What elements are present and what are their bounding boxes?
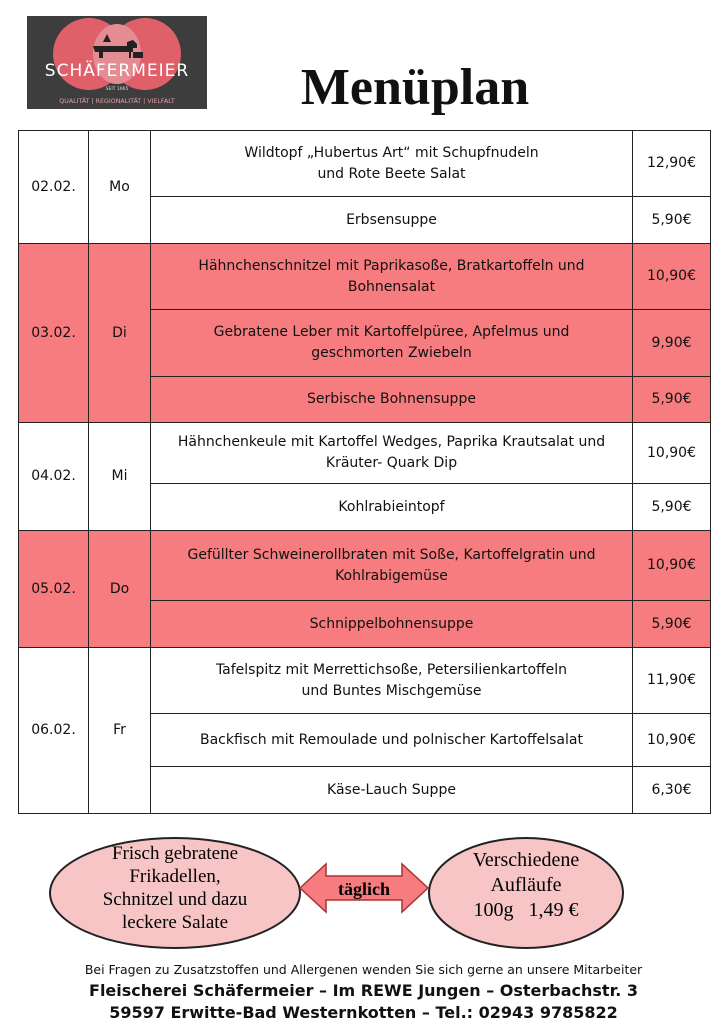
- logo-since: SEIT 1965: [106, 86, 129, 92]
- dish: Erbsensuppe: [150, 196, 633, 244]
- left-bubble-line: Frikadellen,: [129, 866, 220, 887]
- right-bubble-line: Verschiedene: [473, 849, 580, 871]
- dish: Schnippelbohnensuppe: [150, 600, 633, 648]
- menu-row: Backfisch mit Remoulade und polnischer K…: [19, 713, 711, 767]
- price: 10,90€: [632, 713, 711, 767]
- date: 02.02.: [18, 130, 89, 244]
- price: 9,90€: [632, 309, 711, 377]
- logo-animals: [93, 34, 143, 58]
- menu-table: 02.02. Mo Wildtopf „Hubertus Art“ mit Schu…: [18, 130, 711, 814]
- date: 04.02.: [18, 422, 89, 531]
- title: Menüplan: [300, 59, 530, 116]
- dish: Gebratene Leber mit Kartoffelpüree, Apfe…: [150, 309, 633, 377]
- menu-row: 06.02. Fr Tafelspitz mit Merrettichsoße, P…: [18, 647, 711, 814]
- menu-row: 03.02. Di Hähnchenschnitzel mit Paprikasoß…: [18, 243, 711, 423]
- footer-line: Bei Fragen zu Zusatzstoffen und Allergen…: [84, 962, 643, 977]
- footer-line: Fleischerei Schäfermeier – Im REWE Junge…: [89, 981, 638, 1000]
- price: 5,90€: [632, 196, 711, 244]
- weekday: Mo: [88, 130, 151, 244]
- dish: Kohlrabieintopf: [150, 483, 633, 531]
- dish-line: Käse-Lauch Suppe: [327, 781, 456, 798]
- price: 10,90€: [632, 530, 711, 601]
- dish-line: Hähnchenschnitzel mit Paprikasoße, Bratk…: [198, 257, 585, 274]
- weekday: Mi: [88, 422, 151, 531]
- logo-name: SCHÄFERMEIER: [45, 60, 189, 81]
- menu-body: 02.02. Mo Wildtopf „Hubertus Art“ mit Schu…: [18, 130, 711, 814]
- dish-line: Kräuter- Quark Dip: [325, 455, 458, 471]
- dish-line: Tafelspitz mit Merrettichsoße, Petersili…: [215, 661, 568, 678]
- dish: Wildtopf „Hubertus Art“ mit Schupfnudeln…: [150, 130, 633, 197]
- dish-line: und Buntes Mischgemüse: [301, 682, 482, 699]
- dish-line: Serbische Bohnensuppe: [307, 391, 476, 407]
- left-bubble-line: Schnitzel und dazu: [103, 889, 248, 910]
- dish: Tafelspitz mit Merrettichsoße, Petersili…: [150, 647, 633, 714]
- dish-line: Hähnchenkeule mit Kartoffel Wedges, Papr…: [177, 434, 606, 450]
- dish-line: geschmorten Zwiebeln: [311, 345, 472, 361]
- menu-row: 04.02. Mi Hähnchenkeule mit Kartoffel Wedg…: [18, 422, 711, 531]
- weekday: Di: [88, 243, 151, 423]
- dish-line: Gefüllter Schweinerollbraten mit Soße, K…: [187, 546, 596, 563]
- right-bubble-line: Aufläufe: [490, 874, 561, 896]
- price: 5,90€: [632, 483, 711, 531]
- arrow: [298, 862, 430, 914]
- logo-tagline: QUALITÄT | REGIONALITÄT | VIELFALT: [59, 96, 175, 105]
- weekday: Do: [88, 530, 151, 648]
- menu-row: Käse-Lauch Suppe 6,30€: [19, 766, 711, 814]
- menu-row: 02.02. Mo Wildtopf „Hubertus Art“ mit Schu…: [18, 130, 711, 244]
- logo: SCHÄFERMEIER SEIT 1965 QUALITÄT | REGION…: [27, 16, 207, 109]
- dish-line: Wildtopf „Hubertus Art“ mit Schupfnudeln: [244, 144, 539, 161]
- dish-line: und Rote Beete Salat: [317, 165, 466, 182]
- footer: Bei Fragen zu Zusatzstoffen und Allergen…: [0, 960, 727, 1024]
- dish-line: Bohnensalat: [347, 278, 436, 295]
- weekday: Fr: [88, 647, 151, 814]
- left-bubble: [49, 837, 301, 949]
- price: 10,90€: [632, 243, 711, 310]
- dish: Hähnchenkeule mit Kartoffel Wedges, Papr…: [150, 422, 633, 484]
- price: 5,90€: [632, 376, 711, 423]
- dish-line: Backfisch mit Remoulade und polnischer K…: [200, 731, 583, 748]
- dish-line: Kohlrabigemüse: [335, 567, 448, 584]
- right-bubble-line: 100g 1,49 €: [474, 899, 579, 921]
- left-bubble-line: Frisch gebratene: [112, 843, 238, 864]
- arrow-label: täglich: [338, 879, 390, 899]
- price: 12,90€: [632, 130, 711, 197]
- left-bubble-line: leckere Salate: [122, 912, 228, 933]
- dish-line: Schnippelbohnensuppe: [309, 615, 474, 632]
- dish: Backfisch mit Remoulade und polnischer K…: [150, 713, 633, 767]
- dish-line: Erbsensuppe: [346, 211, 437, 228]
- right-bubble: [428, 837, 624, 949]
- dish: Käse-Lauch Suppe: [150, 766, 633, 814]
- dish-line: Kohlrabieintopf: [338, 498, 445, 515]
- date: 06.02.: [18, 647, 89, 814]
- dish-line: Gebratene Leber mit Kartoffelpüree, Apfe…: [213, 324, 570, 340]
- dish: Hähnchenschnitzel mit Paprikasoße, Bratk…: [150, 243, 633, 310]
- footer-line: 59597 Erwitte-Bad Westernkotten – Tel.: …: [109, 1003, 618, 1022]
- price: 6,30€: [632, 766, 711, 814]
- date: 05.02.: [18, 530, 89, 648]
- dish: Gefüllter Schweinerollbraten mit Soße, K…: [150, 530, 633, 601]
- price: 5,90€: [632, 600, 711, 648]
- menu-row: 05.02. Do Gefüllter Schweinerollbraten mit…: [18, 530, 711, 648]
- menu-row: Kohlrabieintopf 5,90€: [19, 483, 711, 531]
- date: 03.02.: [18, 243, 89, 423]
- price: 10,90€: [632, 422, 711, 484]
- price: 11,90€: [632, 647, 711, 714]
- dish: Serbische Bohnensuppe: [150, 376, 633, 423]
